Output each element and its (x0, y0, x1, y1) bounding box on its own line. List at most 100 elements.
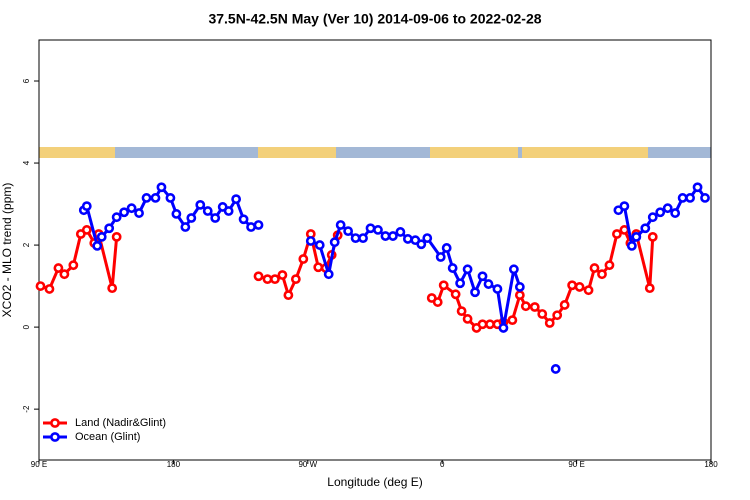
legend-label: Land (Nadir&Glint) (75, 417, 166, 429)
data-point (53, 263, 64, 273)
data-point (447, 263, 458, 273)
y-axis-label: XCO2 - MLO trend (ppm) (0, 183, 14, 318)
data-point (483, 279, 494, 289)
data-point (365, 223, 376, 234)
data-point (277, 270, 288, 280)
data-point (111, 231, 122, 242)
x-tick-label: 90 E (568, 460, 584, 469)
x-tick-label: 180 (167, 460, 181, 469)
data-point (104, 223, 115, 234)
data-point (477, 319, 488, 330)
x-tick-label: 90 E (31, 460, 47, 469)
data-point (388, 231, 398, 241)
data-point (59, 269, 70, 280)
data-point (550, 364, 561, 374)
legend-marker (50, 432, 60, 442)
data-point (81, 225, 92, 235)
data-point (298, 254, 309, 264)
data-point (373, 225, 383, 235)
data-point (435, 252, 446, 262)
data-point (456, 306, 467, 317)
data-point (455, 278, 466, 289)
data-point (677, 193, 688, 203)
data-point (81, 201, 92, 212)
data-point (253, 220, 264, 230)
data-point (537, 309, 548, 319)
y-tick-label: -2 (22, 405, 31, 413)
data-point (422, 233, 433, 244)
data-point (231, 194, 242, 205)
x-tick-label: 0 (440, 460, 445, 469)
data-point (223, 206, 234, 216)
map-strip (39, 147, 711, 158)
data-point (290, 274, 301, 285)
data-point (647, 231, 658, 242)
data-point (559, 300, 570, 310)
data-point (498, 323, 509, 333)
data-point (314, 240, 325, 250)
data-point (432, 297, 443, 307)
data-point (685, 193, 695, 203)
data-point (508, 264, 519, 275)
data-point (438, 280, 449, 291)
data-point (567, 280, 578, 291)
data-point (552, 310, 563, 321)
data-point (358, 233, 368, 244)
data-point (604, 260, 615, 271)
data-point (514, 290, 525, 301)
data-point (210, 213, 221, 223)
data-point (692, 182, 703, 193)
data-point (119, 207, 130, 218)
data-point (462, 314, 473, 324)
data-point (626, 240, 637, 251)
data-point (507, 315, 518, 326)
legend-label: Ocean (Glint) (75, 431, 140, 443)
data-point (35, 281, 46, 291)
y-tick-label: 4 (22, 160, 31, 165)
data-point (462, 264, 473, 275)
data-point (700, 193, 710, 203)
data-point (485, 319, 495, 330)
data-point (655, 207, 666, 218)
data-point (402, 234, 413, 244)
data-point (150, 193, 161, 203)
data-point (441, 243, 452, 253)
data-point (270, 274, 280, 285)
data-point (283, 290, 294, 301)
legend-marker (50, 418, 60, 428)
data-point (96, 231, 107, 242)
data-point (323, 269, 334, 280)
data-point (329, 237, 340, 248)
data-point (305, 236, 316, 246)
chart-title: 37.5N-42.5N May (Ver 10) 2014-09-06 to 2… (208, 11, 541, 27)
ocean-strip (39, 147, 711, 158)
x-tick-label: 90 W (298, 460, 317, 469)
data-point (477, 271, 488, 282)
y-tick-label: 0 (22, 324, 31, 329)
data-point (246, 222, 256, 232)
data-point (262, 274, 273, 285)
land-strip (430, 147, 518, 158)
data-point (165, 193, 176, 203)
data-point (107, 283, 118, 294)
data-point (171, 209, 182, 219)
data-point (186, 213, 197, 223)
data-point (544, 318, 555, 328)
data-point (156, 182, 167, 193)
data-point (520, 301, 531, 312)
data-point (644, 283, 655, 294)
data-point (597, 269, 607, 280)
data-point (529, 302, 540, 312)
data-point (640, 223, 651, 234)
data-point (141, 193, 152, 203)
land-strip (258, 147, 336, 158)
land-strip (39, 147, 115, 158)
data-point (335, 220, 346, 230)
data-point (343, 226, 354, 237)
data-point (514, 282, 525, 292)
x-tick-label: 180 (704, 460, 718, 469)
data-point (450, 289, 461, 300)
data-point (238, 214, 249, 225)
